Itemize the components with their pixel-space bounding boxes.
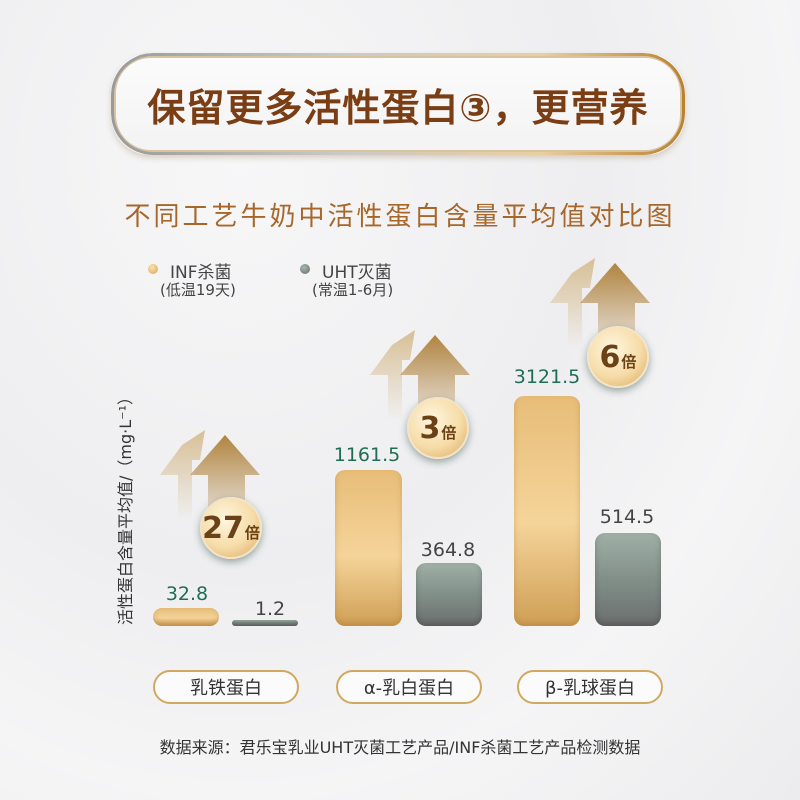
legend-dot-uht-icon (300, 264, 310, 274)
chart-title: 不同工艺牛奶中活性蛋白含量平均值对比图 (124, 202, 676, 232)
multiple-value: 3 (419, 410, 441, 446)
bar-value-inf-alpha-lactalbumin: 1161.5 (333, 444, 401, 466)
legend-dot-inf-icon (148, 264, 158, 274)
bar-value-uht-lactoferrin: 1.2 (254, 598, 286, 620)
bar-value-uht-beta-lactoglobulin: 514.5 (599, 506, 655, 528)
legend-sublabel-uht: (常温1-6月) (312, 281, 394, 299)
bar-inf-beta-lactoglobulin (514, 396, 580, 626)
bar-uht-beta-lactoglobulin (595, 533, 661, 626)
bar-value-inf-beta-lactoglobulin: 3121.5 (513, 366, 581, 388)
multiple-badge-lactoferrin: 27 倍 (200, 497, 262, 559)
multiple-value: 27 (202, 510, 244, 546)
bar-value-inf-lactoferrin: 32.8 (165, 583, 209, 605)
category-label-beta-lactoglobulin: β-乳球蛋白 (517, 670, 663, 704)
multiple-unit: 倍 (441, 423, 457, 442)
bar-value-uht-alpha-lactalbumin: 364.8 (420, 539, 476, 561)
multiple-value: 6 (599, 339, 621, 375)
legend-label-inf: INF杀菌 (170, 263, 232, 283)
category-label-lactoferrin: 乳铁蛋白 (153, 670, 299, 704)
bar-inf-lactoferrin (153, 608, 219, 626)
bar-uht-alpha-lactalbumin (416, 563, 482, 626)
category-label-alpha-lactalbumin: α-乳白蛋白 (336, 670, 482, 704)
legend-label-uht: UHT灭菌 (322, 263, 392, 283)
title-banner: 保留更多活性蛋白③，更营养 (111, 53, 685, 155)
bar-inf-alpha-lactalbumin (335, 470, 402, 626)
legend-sublabel-inf: (低温19天) (160, 281, 236, 299)
multiple-unit: 倍 (621, 352, 637, 371)
bar-uht-lactoferrin (232, 620, 298, 626)
data-source-note: 数据来源：君乐宝乳业UHT灭菌工艺产品/INF杀菌工艺产品检测数据 (159, 738, 641, 757)
multiple-unit: 倍 (244, 523, 260, 542)
page-title: 保留更多活性蛋白③，更营养 (147, 85, 649, 130)
y-axis-label: 活性蛋白含量平均值/（mg·L⁻¹） (116, 389, 135, 625)
